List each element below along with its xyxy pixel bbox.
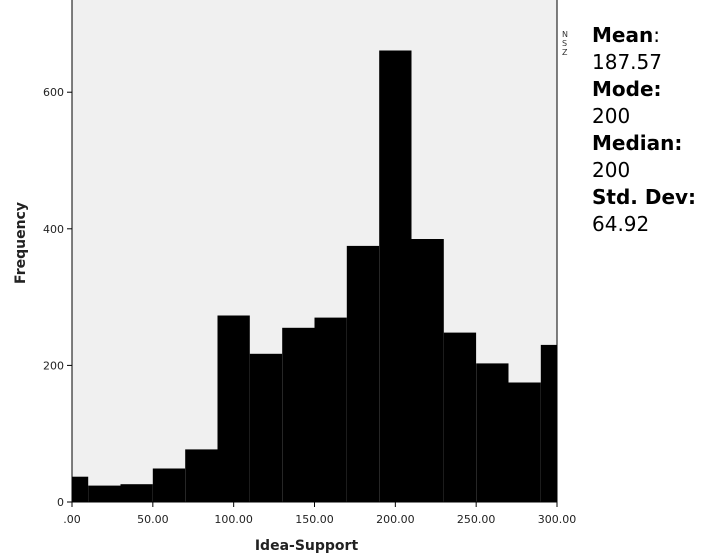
mean-colon: : — [653, 23, 660, 47]
x-tick-label-3: 150.00 — [295, 513, 334, 526]
histogram-bar-2 — [120, 484, 153, 502]
histogram-bar-5 — [217, 315, 250, 502]
histogram-bar-14 — [508, 382, 541, 502]
mean-label: Mean — [592, 23, 654, 47]
mean-label-row: Mean: — [592, 22, 708, 49]
y-tick-label-1: 200 — [43, 359, 64, 372]
histogram-bar-4 — [185, 449, 218, 502]
ticks-group: .00 50.00 100.00 150.00 200.00 250.00 300.00 0 2… — [43, 86, 576, 526]
x-tick-label-0: .00 — [63, 513, 81, 526]
histogram-bar-10 — [379, 50, 412, 502]
statistics-panel: Mean: 187.57 Mode: 200 Median: 200 Std. … — [592, 22, 708, 238]
histogram-bar-3 — [152, 468, 186, 502]
histogram-bar-11 — [411, 239, 444, 502]
histogram-bar-15 — [540, 344, 557, 502]
mean-value: 187.57 — [592, 50, 662, 74]
histogram-bar-13 — [476, 363, 509, 502]
y-tick-label-0: 0 — [57, 496, 64, 509]
bars-group — [72, 50, 557, 502]
mode-label: Mode: — [592, 77, 662, 101]
histogram-bar-1 — [88, 485, 121, 502]
std-dev-value: 64.92 — [592, 212, 650, 236]
histogram-bar-6 — [249, 353, 283, 502]
histogram-bar-12 — [443, 332, 477, 502]
x-tick-label-4: 200.00 — [376, 513, 415, 526]
y-tick-label-2: 400 — [43, 223, 64, 236]
clipped-legend-text: N S Z — [562, 30, 568, 57]
y-tick-label-3: 600 — [43, 86, 64, 99]
y-axis-title: Frequency — [13, 202, 29, 284]
histogram-bar-0 — [72, 476, 89, 502]
median-value: 200 — [592, 158, 631, 182]
x-tick-label-6: 300.00 — [538, 513, 577, 526]
mode-value: 200 — [592, 104, 631, 128]
x-tick-label-1: 50.00 — [137, 513, 169, 526]
x-axis-title: Idea-Support — [255, 538, 359, 554]
histogram-bar-9 — [346, 245, 380, 502]
median-label: Median: — [592, 131, 683, 155]
std-dev-label: Std. Dev: — [592, 185, 697, 209]
x-tick-label-5: 250.00 — [457, 513, 496, 526]
histogram-bar-8 — [314, 317, 347, 502]
x-tick-label-2: 100.00 — [214, 513, 253, 526]
histogram-bar-7 — [282, 327, 315, 502]
